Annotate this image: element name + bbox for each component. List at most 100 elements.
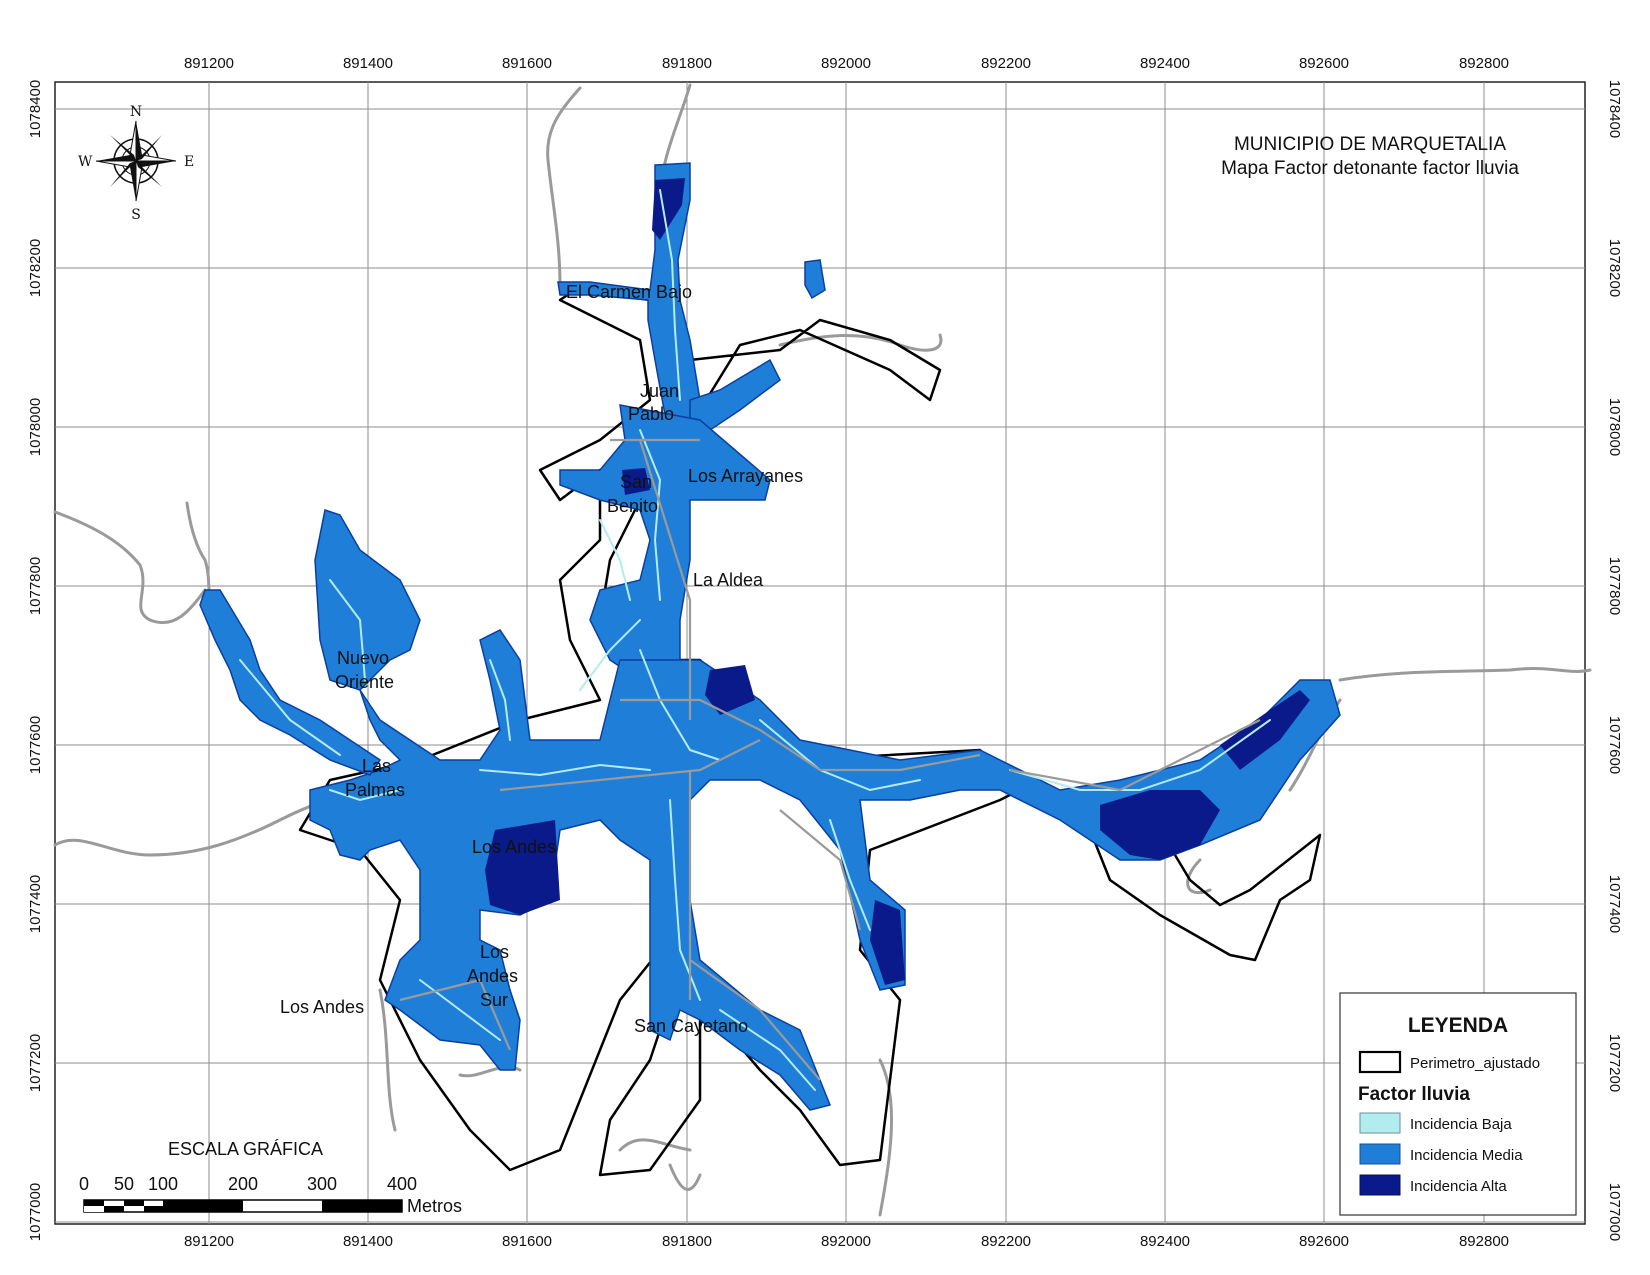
legend-perimeter-label: Perimetro_ajustado [1410,1055,1540,1072]
place-label-los-arrayanes: Los Arrayanes [688,466,803,486]
y-tick-label: 1078000 [1606,398,1623,456]
place-label-los-andes-sur: Sur [480,990,508,1010]
place-label-la-aldea: La Aldea [693,570,764,590]
road [546,86,582,287]
area-media [199,589,382,776]
area-baja [489,659,511,741]
area-baja [599,519,631,601]
scale-label: 300 [307,1174,337,1194]
x-tick-label: 892000 [821,1233,871,1250]
legend-label-alta: Incidencia Alta [1410,1178,1507,1195]
road [778,333,943,352]
scale-label: 400 [387,1174,417,1194]
street [779,809,862,931]
road [878,1058,893,1217]
area-baja [329,789,401,802]
x-tick-label: 892400 [1140,55,1190,72]
compass-w-label: W [78,154,93,170]
area-baja [659,189,681,401]
area-baja [1009,719,1271,791]
place-label-los-andes-sur: Los [480,942,509,962]
scale-label: 100 [148,1174,178,1194]
map-subtitle: Mapa Factor detonante factor lluvia [1221,158,1519,179]
compass-s-label: S [131,207,141,223]
x-tick-label: 891800 [662,55,712,72]
area-media [559,404,771,681]
place-label-san-benito: Benito [607,496,658,516]
scale-bar-segments [83,1199,403,1213]
x-tick-label: 892200 [981,55,1031,72]
area-baja [579,619,641,691]
area-alta [705,665,755,715]
x-tick-label: 892000 [821,55,871,72]
y-tick-labels-right: 1078400 1078200 1078000 1077800 1077600 … [1606,80,1623,1241]
y-tick-label: 1078200 [1606,239,1623,297]
place-label-el-carmen-bajo: El Carmen Bajo [566,282,692,302]
place-label-las-palmas: Las [362,756,391,776]
area-baja [239,659,341,756]
factor-lluvia-areas [199,162,1341,1111]
road [378,988,397,1132]
area-baja-streaks [239,189,1271,1091]
y-tick-label: 1078000 [27,398,44,456]
legend-label-media: Incidencia Media [1410,1147,1523,1164]
legend-title: LEYENDA [1408,1014,1508,1037]
road [668,1163,702,1191]
x-tick-label: 891400 [343,1233,393,1250]
x-tick-label: 891600 [502,55,552,72]
y-tick-label: 1078400 [1606,80,1623,138]
legend: LEYENDA Perimetro_ajustado Factor lluvia… [1339,992,1577,1216]
street [620,698,981,772]
area-baja [639,429,662,601]
y-tick-label: 1077800 [27,557,44,615]
y-tick-label: 1077200 [1606,1034,1623,1092]
area-alta [1220,690,1310,770]
legend-label-baja: Incidencia Baja [1410,1116,1512,1133]
y-tick-label: 1077600 [27,716,44,774]
y-tick-labels-left: 1078400 1078200 1078000 1077800 1077600 … [27,80,44,1241]
area-baja [719,1009,816,1091]
place-label-nuevo-oriente: Nuevo [337,648,389,668]
road [53,510,207,625]
legend-factor-title: Factor lluvia [1358,1084,1470,1105]
street-network [399,438,1261,1081]
legend-perimeter-swatch [1358,1050,1402,1074]
place-labels: El Carmen Bajo Juan Pablo Los Arrayanes … [280,282,803,1036]
place-label-juan-pablo: Pablo [628,404,674,424]
map-title: MUNICIPIO DE MARQUETALIA [1234,134,1506,155]
street [638,439,692,720]
compass-rose-icon: N S E W [78,104,194,223]
place-label-juan-pablo: Juan [640,381,679,401]
y-tick-label: 1077200 [27,1034,44,1092]
place-label-nuevo-oriente: Oriente [335,672,394,692]
y-tick-label: 1078400 [27,80,44,138]
legend-swatch-alta [1359,1174,1401,1196]
x-tick-label: 892800 [1459,1233,1509,1250]
x-tick-label: 891400 [343,55,393,72]
y-tick-label: 1077400 [1606,875,1623,933]
area-alta [870,900,905,985]
street [399,978,512,1051]
compass-n-label: N [130,104,142,120]
street [1009,719,1261,792]
scale-unit: Metros [407,1196,462,1216]
y-tick-label: 1077800 [1606,557,1623,615]
place-label-san-benito: San [620,472,652,492]
place-label-san-cayetano: San Cayetano [634,1016,748,1036]
x-tick-label: 891600 [502,1233,552,1250]
x-tick-label: 892600 [1299,1233,1349,1250]
road [1338,667,1592,682]
area-baja [479,763,651,777]
scale-label: 0 [79,1174,89,1194]
area-alta [622,468,650,495]
x-tick-labels-top: 891200 891400 891600 891800 892000 89220… [184,55,1509,72]
legend-swatch-media [1359,1143,1401,1165]
place-label-los-andes: Los Andes [472,837,556,857]
x-tick-label: 892600 [1299,55,1349,72]
y-tick-label: 1077600 [1606,716,1623,774]
place-label-las-palmas: Palmas [345,780,405,800]
compass-e-label: E [184,154,194,170]
area-alta [1100,790,1220,860]
street [499,739,761,792]
